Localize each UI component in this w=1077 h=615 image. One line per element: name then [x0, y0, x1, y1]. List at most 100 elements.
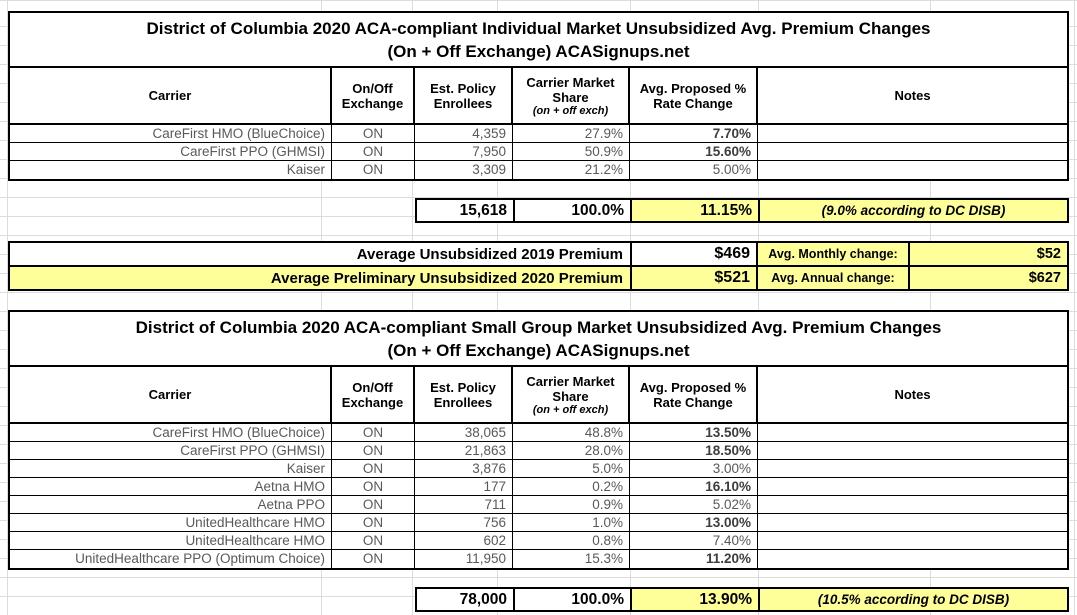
cell-carrier[interactable]: UnitedHealthcare HMO [10, 514, 332, 531]
cell-notes[interactable] [758, 442, 1067, 459]
annual-change-value[interactable]: $627 [908, 267, 1067, 289]
cell-exchange[interactable]: ON [332, 442, 415, 459]
cell-carrier[interactable]: UnitedHealthcare HMO [10, 532, 332, 549]
cell-rate[interactable]: 15.60% [630, 143, 758, 160]
premium-2020-label[interactable]: Average Preliminary Unsubsidized 2020 Pr… [10, 267, 630, 289]
header-exchange[interactable]: On/Off Exchange [332, 68, 415, 123]
header-enrollees[interactable]: Est. Policy Enrollees [415, 68, 513, 123]
total-rate[interactable]: 13.90% [630, 589, 758, 610]
cell-enrollees[interactable]: 11,950 [415, 550, 513, 568]
cell-carrier[interactable]: CareFirst PPO (GHMSI) [10, 442, 332, 459]
premium-2019-value[interactable]: $469 [630, 243, 756, 265]
cell-carrier[interactable]: Kaiser [10, 161, 332, 179]
table-row: Kaiser ON 3,876 5.0% 3.00% [10, 460, 1067, 478]
total-note[interactable]: (10.5% according to DC DISB) [758, 589, 1067, 610]
table-row: Aetna PPO ON 711 0.9% 5.02% [10, 496, 1067, 514]
small-group-table-title[interactable]: District of Columbia 2020 ACA-compliant … [10, 312, 1067, 367]
cell-rate[interactable]: 16.10% [630, 478, 758, 495]
cell-rate[interactable]: 3.00% [630, 460, 758, 477]
cell-share[interactable]: 0.2% [513, 478, 630, 495]
cell-rate[interactable]: 18.50% [630, 442, 758, 459]
cell-share[interactable]: 0.9% [513, 496, 630, 513]
cell-share[interactable]: 0.8% [513, 532, 630, 549]
cell-share[interactable]: 5.0% [513, 460, 630, 477]
cell-exchange[interactable]: ON [332, 125, 415, 142]
header-market-share[interactable]: Carrier Market Share (on + off exch) [513, 367, 630, 422]
cell-rate[interactable]: 13.00% [630, 514, 758, 531]
cell-notes[interactable] [758, 424, 1067, 441]
cell-share[interactable]: 21.2% [513, 161, 630, 179]
cell-rate[interactable]: 13.50% [630, 424, 758, 441]
cell-carrier[interactable]: CareFirst HMO (BlueChoice) [10, 424, 332, 441]
cell-exchange[interactable]: ON [332, 143, 415, 160]
header-enrollees[interactable]: Est. Policy Enrollees [415, 367, 513, 422]
cell-exchange[interactable]: ON [332, 424, 415, 441]
cell-exchange[interactable]: ON [332, 532, 415, 549]
cell-notes[interactable] [758, 143, 1067, 160]
monthly-change-value[interactable]: $52 [908, 243, 1067, 265]
premium-2019-label[interactable]: Average Unsubsidized 2019 Premium [356, 245, 623, 263]
cell-share[interactable]: 27.9% [513, 125, 630, 142]
cell-notes[interactable] [758, 478, 1067, 495]
total-share[interactable]: 100.0% [513, 589, 630, 610]
cell-exchange[interactable]: ON [332, 550, 415, 568]
cell-carrier[interactable]: Aetna PPO [10, 496, 332, 513]
cell-enrollees[interactable]: 4,359 [415, 125, 513, 142]
table-row: CareFirst HMO (BlueChoice) ON 38,065 48.… [10, 424, 1067, 442]
cell-enrollees[interactable]: 3,309 [415, 161, 513, 179]
cell-share[interactable]: 1.0% [513, 514, 630, 531]
cell-carrier[interactable]: CareFirst PPO (GHMSI) [10, 143, 332, 160]
cell-notes[interactable] [758, 460, 1067, 477]
cell-carrier[interactable]: CareFirst HMO (BlueChoice) [10, 125, 332, 142]
cell-notes[interactable] [758, 532, 1067, 549]
cell-rate[interactable]: 7.70% [630, 125, 758, 142]
cell-exchange[interactable]: ON [332, 460, 415, 477]
monthly-change-label[interactable]: Avg. Monthly change: [756, 243, 908, 265]
cell-notes[interactable] [758, 550, 1067, 568]
total-note[interactable]: (9.0% according to DC DISB) [758, 200, 1067, 221]
cell-exchange[interactable]: ON [332, 161, 415, 179]
cell-notes[interactable] [758, 161, 1067, 179]
cell-carrier[interactable]: UnitedHealthcare PPO (Optimum Choice) [10, 550, 332, 568]
cell-share[interactable]: 50.9% [513, 143, 630, 160]
cell-exchange[interactable]: ON [332, 496, 415, 513]
individual-table-title[interactable]: District of Columbia 2020 ACA-compliant … [10, 13, 1067, 68]
cell-enrollees[interactable]: 602 [415, 532, 513, 549]
total-share[interactable]: 100.0% [513, 200, 630, 221]
premium-2020-value[interactable]: $521 [630, 267, 756, 289]
total-rate[interactable]: 11.15% [630, 200, 758, 221]
cell-notes[interactable] [758, 514, 1067, 531]
header-exchange[interactable]: On/Off Exchange [332, 367, 415, 422]
header-carrier[interactable]: Carrier [10, 68, 332, 123]
cell-enrollees[interactable]: 711 [415, 496, 513, 513]
cell-rate[interactable]: 5.00% [630, 161, 758, 179]
cell-enrollees[interactable]: 38,065 [415, 424, 513, 441]
cell-carrier[interactable]: Kaiser [10, 460, 332, 477]
cell-rate[interactable]: 5.02% [630, 496, 758, 513]
cell-notes[interactable] [758, 496, 1067, 513]
cell-exchange[interactable]: ON [332, 478, 415, 495]
header-market-share[interactable]: Carrier Market Share (on + off exch) [513, 68, 630, 123]
cell-enrollees[interactable]: 21,863 [415, 442, 513, 459]
header-rate-change[interactable]: Avg. Proposed % Rate Change [630, 367, 758, 422]
header-market-share-main: Carrier Market Share [526, 373, 615, 404]
annual-change-label[interactable]: Avg. Annual change: [756, 267, 908, 289]
cell-enrollees[interactable]: 177 [415, 478, 513, 495]
cell-carrier[interactable]: Aetna HMO [10, 478, 332, 495]
cell-share[interactable]: 48.8% [513, 424, 630, 441]
cell-rate[interactable]: 7.40% [630, 532, 758, 549]
cell-share[interactable]: 15.3% [513, 550, 630, 568]
header-rate-change[interactable]: Avg. Proposed % Rate Change [630, 68, 758, 123]
cell-enrollees[interactable]: 756 [415, 514, 513, 531]
cell-exchange[interactable]: ON [332, 514, 415, 531]
cell-enrollees[interactable]: 7,950 [415, 143, 513, 160]
header-notes[interactable]: Notes [894, 387, 931, 402]
cell-share[interactable]: 28.0% [513, 442, 630, 459]
header-carrier[interactable]: Carrier [10, 367, 332, 422]
cell-rate[interactable]: 11.20% [630, 550, 758, 568]
total-enrollees[interactable]: 15,618 [459, 201, 507, 219]
cell-enrollees[interactable]: 3,876 [415, 460, 513, 477]
cell-notes[interactable] [758, 125, 1067, 142]
header-notes[interactable]: Notes [894, 88, 931, 103]
total-enrollees[interactable]: 78,000 [459, 590, 507, 608]
